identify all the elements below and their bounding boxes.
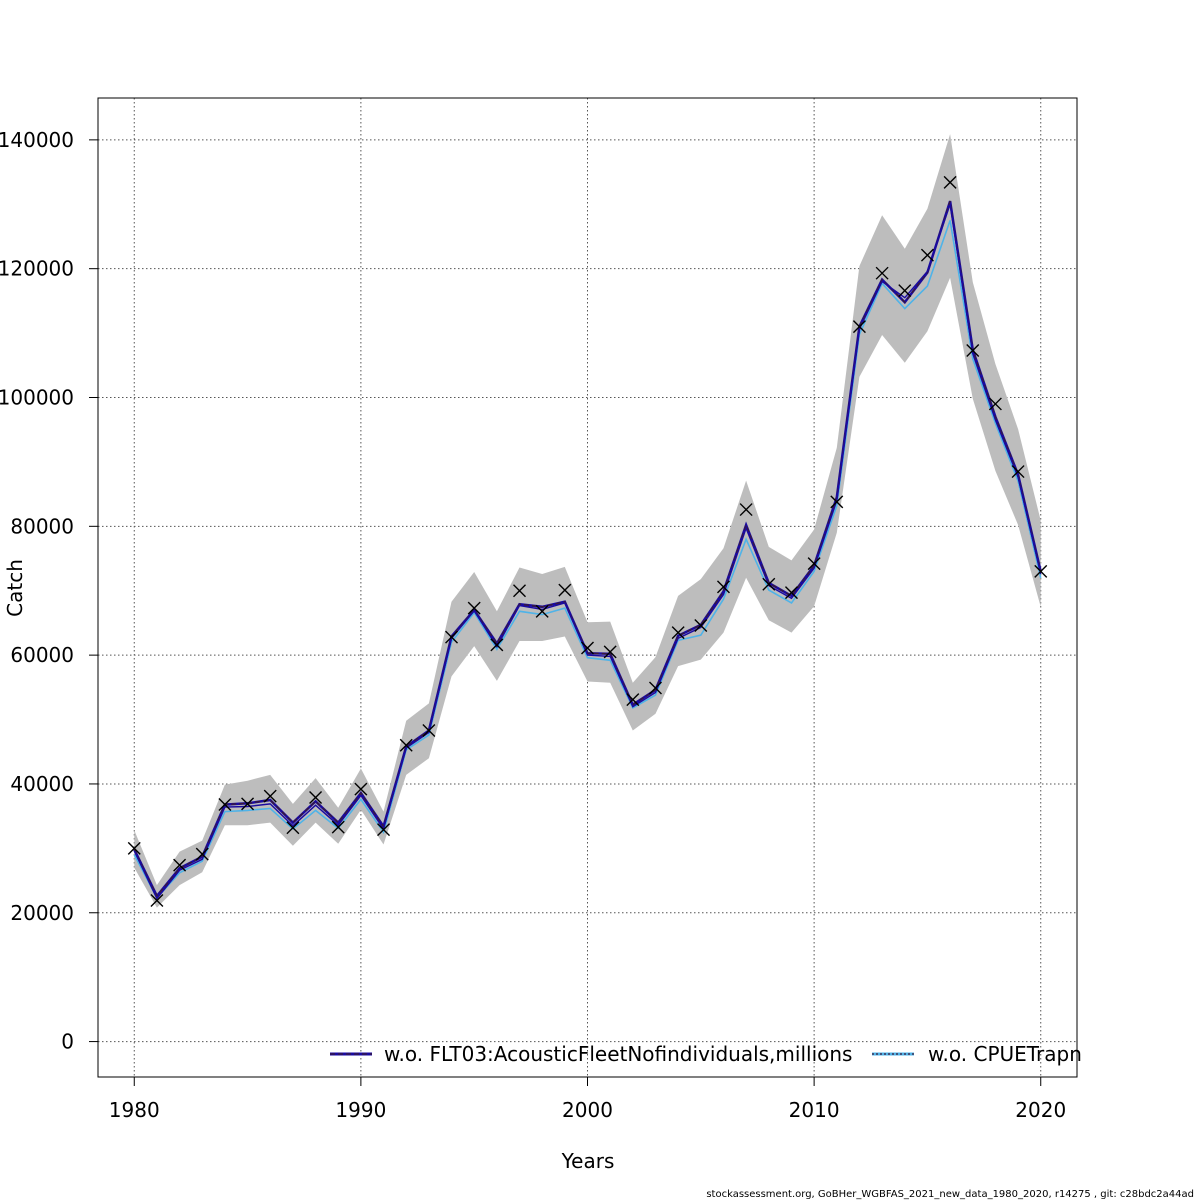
observed-point-1986 xyxy=(263,789,277,803)
observed-point-1995 xyxy=(467,601,481,615)
confidence-band xyxy=(134,134,1041,908)
observed-point-2008 xyxy=(762,577,776,591)
observed-point-1993 xyxy=(422,723,436,737)
observed-point-2015 xyxy=(920,248,934,262)
observed-point-1998 xyxy=(535,604,549,618)
observed-point-2012 xyxy=(852,320,866,334)
x-axis-title: Years xyxy=(561,1149,615,1173)
observed-point-1980 xyxy=(127,841,141,855)
observed-markers xyxy=(127,175,1048,908)
observed-point-1988 xyxy=(309,790,323,804)
observed-point-2016 xyxy=(943,175,957,189)
observed-point-2005 xyxy=(694,619,708,632)
footer-credit: stockassessment.org, GoBHer_WGBFAS_2021_… xyxy=(706,1189,1194,1200)
y-tick-label-140000: 140000 xyxy=(0,128,74,152)
y-tick-label-80000: 80000 xyxy=(10,514,74,538)
observed-point-2007 xyxy=(739,503,753,517)
observed-point-1990 xyxy=(354,782,368,796)
series-line-acoustic-dashed xyxy=(133,200,1042,898)
observed-point-2019 xyxy=(1011,465,1025,479)
observed-point-2002 xyxy=(626,693,640,707)
x-tick-label-2020: 2020 xyxy=(1015,1098,1066,1122)
x-tick-label-2000: 2000 xyxy=(562,1098,613,1122)
observed-point-1997 xyxy=(513,584,527,598)
observed-point-1996 xyxy=(490,638,504,652)
observed-point-2000 xyxy=(581,641,594,655)
observed-point-1983 xyxy=(195,847,209,861)
observed-point-2011 xyxy=(830,495,844,509)
observed-point-2013 xyxy=(875,266,889,280)
y-tick-label-20000: 20000 xyxy=(10,901,74,925)
x-tick-label-2010: 2010 xyxy=(789,1098,840,1122)
x-tick-label-1990: 1990 xyxy=(335,1098,386,1122)
series-lines xyxy=(133,200,1042,900)
observed-point-1999 xyxy=(558,583,572,597)
y-tick-label-60000: 60000 xyxy=(10,643,74,667)
observed-point-2017 xyxy=(966,343,980,357)
legend: w.o. FLT03:AcousticFleetNofindividuals,m… xyxy=(330,1042,1082,1066)
observed-point-2014 xyxy=(898,284,912,298)
observed-point-2006 xyxy=(716,580,730,594)
y-tick-label-40000: 40000 xyxy=(10,772,74,796)
observed-point-1992 xyxy=(399,738,413,752)
observed-point-2001 xyxy=(603,645,617,659)
series-line-light xyxy=(133,220,1042,900)
observed-point-1994 xyxy=(445,630,459,644)
legend-item-cpue: w.o. CPUETrapn xyxy=(872,1042,1082,1066)
observed-point-1984 xyxy=(218,798,232,812)
observed-point-2010 xyxy=(807,557,821,571)
legend-item-acoustic-label: w.o. FLT03:AcousticFleetNofindividuals,m… xyxy=(384,1042,852,1066)
series-line-cpue xyxy=(133,204,1042,900)
confidence-band-area xyxy=(134,134,1041,908)
observed-point-2009 xyxy=(784,586,798,600)
observed-point-1982 xyxy=(173,858,187,872)
legend-item-acoustic: w.o. FLT03:AcousticFleetNofindividuals,m… xyxy=(330,1042,852,1066)
observed-point-1981 xyxy=(150,894,164,908)
y-tick-label-0: 0 xyxy=(61,1030,74,1054)
observed-point-2003 xyxy=(648,681,662,695)
observed-point-2020 xyxy=(1034,564,1048,578)
observed-point-1987 xyxy=(286,821,300,835)
observed-point-2018 xyxy=(988,397,1002,411)
y-tick-label-120000: 120000 xyxy=(0,257,74,281)
y-axis-title: Catch xyxy=(3,559,27,617)
legend-item-cpue-label: w.o. CPUETrapn xyxy=(928,1042,1082,1066)
observed-point-1991 xyxy=(377,823,391,837)
observed-point-1989 xyxy=(331,820,345,834)
axes: 1980 1990 2000 2010 2020 0 20000 40000 60000 8000… xyxy=(0,128,1066,1122)
observed-point-2004 xyxy=(671,626,685,640)
observed-point-1985 xyxy=(241,797,255,811)
x-tick-label-1980: 1980 xyxy=(109,1098,160,1122)
y-tick-label-100000: 100000 xyxy=(0,385,74,409)
